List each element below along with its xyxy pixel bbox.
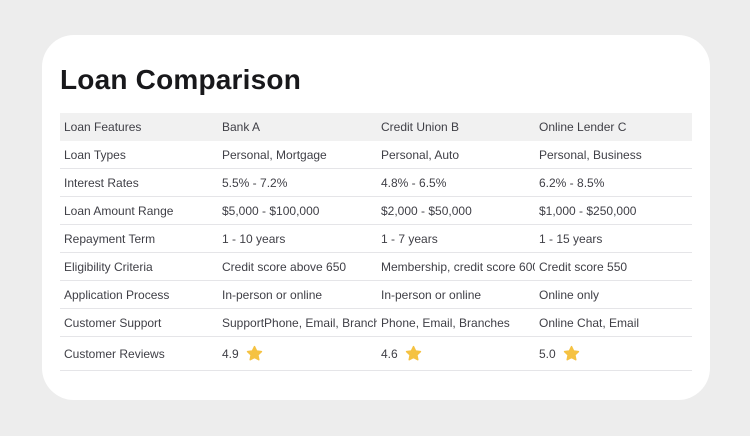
online-lender-c-value: $1,000 - $250,000: [539, 203, 637, 218]
loan-comparison-table: Loan Features Bank A Credit Union B Onli…: [60, 113, 692, 371]
credit-union-b-value: $2,000 - $50,000: [381, 203, 472, 218]
feature-label: Loan Amount Range: [64, 203, 174, 218]
table-header-row: Loan Features Bank A Credit Union B Onli…: [60, 113, 692, 141]
bank-a-value: Credit score above 650: [222, 259, 347, 274]
online-lender-c-value: Credit score 550: [539, 259, 628, 274]
bank-a-rating: 4.9: [218, 345, 377, 362]
feature-label: Customer Reviews: [64, 346, 165, 361]
online-lender-c-value: Online Chat, Email: [539, 315, 640, 330]
table-row: Customer Support SupportPhone, Email, Br…: [60, 309, 692, 337]
bank-a-value: 1 - 10 years: [222, 231, 286, 246]
online-lender-c-rating: 5.0: [535, 345, 692, 362]
credit-union-b-value: 4.8% - 6.5%: [381, 175, 447, 190]
rating-value: 5.0: [539, 346, 556, 361]
column-header-credit-union-b: Credit Union B: [381, 120, 460, 134]
credit-union-b-value: 1 - 7 years: [381, 231, 438, 246]
loan-comparison-card: Loan Comparison Loan Features Bank A Cre…: [42, 35, 710, 400]
column-header-loan-features: Loan Features: [64, 120, 142, 134]
table-row: Loan Amount Range $5,000 - $100,000 $2,0…: [60, 197, 692, 225]
bank-a-value: SupportPhone, Email, Branches: [222, 315, 377, 330]
feature-label: Interest Rates: [64, 175, 139, 190]
online-lender-c-value: Online only: [539, 287, 600, 302]
bank-a-value: Personal, Mortgage: [222, 147, 327, 162]
feature-label: Customer Support: [64, 315, 162, 330]
column-header-bank-a: Bank A: [222, 120, 261, 134]
star-icon: [246, 345, 263, 362]
credit-union-b-value: Personal, Auto: [381, 147, 460, 162]
rating-value: 4.6: [381, 346, 398, 361]
online-lender-c-value: Personal, Business: [539, 147, 642, 162]
page-title: Loan Comparison: [60, 64, 302, 95]
table-row: Application Process In-person or online …: [60, 281, 692, 309]
customer-reviews-row: Customer Reviews 4.9 4.6 5.0: [60, 337, 692, 371]
feature-label: Loan Types: [64, 147, 126, 162]
table-row: Eligibility Criteria Credit score above …: [60, 253, 692, 281]
credit-union-b-value: In-person or online: [381, 287, 482, 302]
column-header-online-lender-c: Online Lender C: [539, 120, 627, 134]
online-lender-c-value: 6.2% - 8.5%: [539, 175, 605, 190]
table-row: Loan Types Personal, Mortgage Personal, …: [60, 141, 692, 169]
table-row: Repayment Term 1 - 10 years 1 - 7 years …: [60, 225, 692, 253]
rating-value: 4.9: [222, 346, 239, 361]
table-row: Interest Rates 5.5% - 7.2% 4.8% - 6.5% 6…: [60, 169, 692, 197]
star-icon: [405, 345, 422, 362]
star-icon: [563, 345, 580, 362]
feature-label: Eligibility Criteria: [64, 259, 153, 274]
online-lender-c-value: 1 - 15 years: [539, 231, 603, 246]
bank-a-value: 5.5% - 7.2%: [222, 175, 288, 190]
feature-label: Repayment Term: [64, 231, 156, 246]
feature-label: Application Process: [64, 287, 170, 302]
credit-union-b-rating: 4.6: [377, 345, 535, 362]
bank-a-value: $5,000 - $100,000: [222, 203, 320, 218]
credit-union-b-value: Membership, credit score 600: [381, 259, 535, 274]
bank-a-value: In-person or online: [222, 287, 323, 302]
credit-union-b-value: Phone, Email, Branches: [381, 315, 510, 330]
